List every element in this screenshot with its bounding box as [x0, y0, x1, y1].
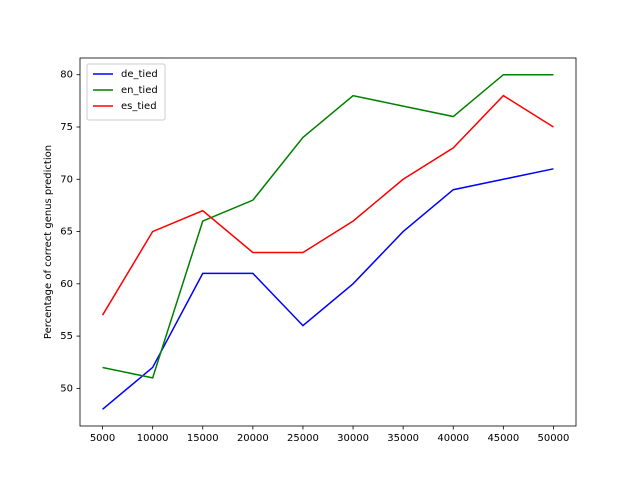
line	[102, 168, 554, 410]
legend-label: en_tied	[121, 85, 158, 96]
y-tick-label: 70	[60, 174, 73, 185]
legend-label: es_tied	[121, 101, 157, 112]
y-tick-label: 60	[60, 279, 73, 290]
x-tick-label: 45000	[487, 433, 519, 444]
y-tick-label: 50	[60, 383, 73, 394]
y-tick-label: 55	[60, 331, 73, 342]
x-tick-label: 10000	[137, 433, 169, 444]
legend: de_tied en_tied es_tied	[86, 63, 166, 121]
x-tick-label: 35000	[387, 433, 419, 444]
line	[101, 94, 554, 316]
y-tick-label: 75	[60, 122, 73, 133]
x-tick-label: 50000	[538, 433, 570, 444]
x-tick-label: 20000	[237, 433, 269, 444]
x-tick-label: 15000	[187, 433, 219, 444]
legend-label: de_tied	[121, 69, 158, 80]
x-tick-label: 30000	[337, 433, 369, 444]
plot-frame	[79, 57, 577, 427]
x-tick-label: 25000	[287, 433, 319, 444]
line	[102, 73, 554, 379]
y-tick-label: 80	[60, 70, 73, 81]
x-tick-label: 40000	[437, 433, 469, 444]
y-axis-label: Percentage of correct genus prediction	[43, 145, 54, 339]
x-tick-label: 5000	[90, 433, 115, 444]
y-tick-label: 65	[60, 227, 73, 238]
